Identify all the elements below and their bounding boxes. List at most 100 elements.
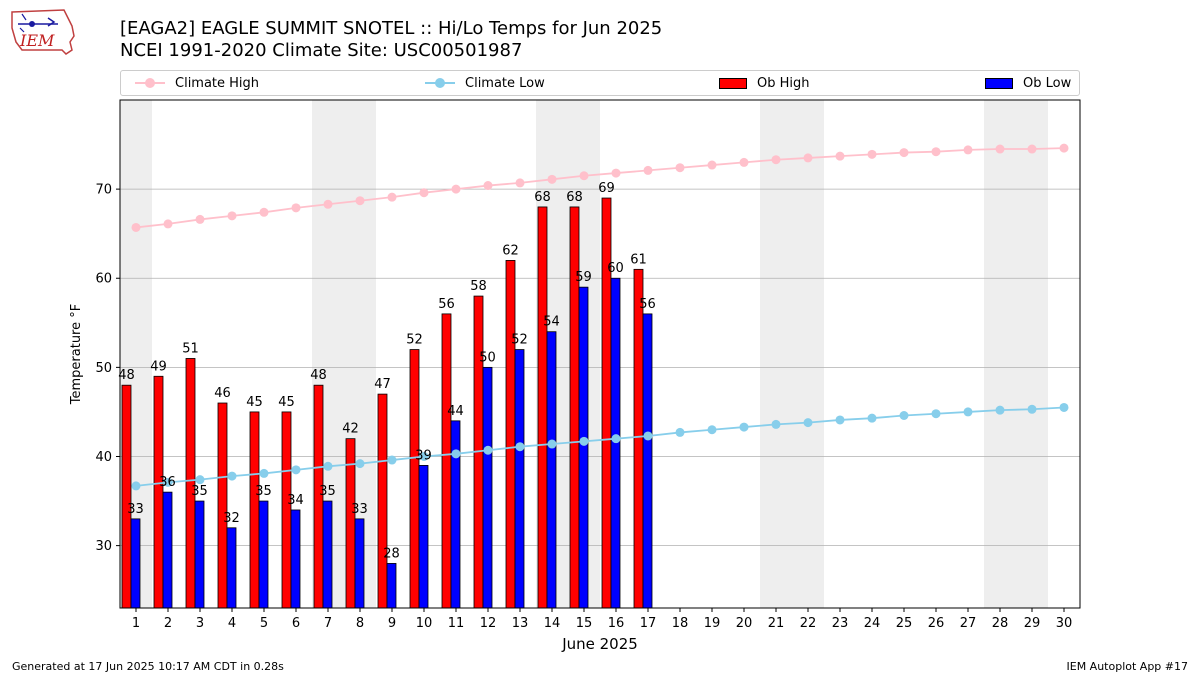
x-tick-label-10: 10	[416, 616, 433, 631]
legend-climate-low-label: Climate Low	[465, 75, 545, 91]
ob-high-label-day-8: 42	[342, 422, 359, 437]
climate-low-point-day-25	[899, 410, 909, 420]
climate-high-point-day-6	[291, 203, 301, 213]
ob-high-bar-day-9	[377, 393, 388, 609]
climate-low-point-day-22	[803, 418, 813, 428]
ob-high-bar-day-14	[537, 206, 548, 609]
x-tick-label-30: 30	[1056, 616, 1073, 631]
ob-high-label-day-9: 47	[374, 377, 391, 392]
climate-high-point-day-23	[835, 151, 845, 161]
legend-ob-low-label: Ob Low	[1023, 75, 1072, 91]
x-tick-label-1: 1	[132, 616, 140, 631]
ob-low-label-day-7: 35	[319, 484, 336, 499]
ob-low-bar-day-9	[386, 563, 397, 609]
ob-low-bar-day-10	[418, 465, 429, 609]
logo-text: IEM	[19, 31, 55, 50]
x-tick-label-19: 19	[704, 616, 721, 631]
ob-low-label-day-16: 60	[607, 261, 624, 276]
x-tick-label-13: 13	[512, 616, 529, 631]
ob-low-label-day-5: 35	[255, 484, 272, 499]
x-tick-label-11: 11	[448, 616, 465, 631]
x-tick-label-15: 15	[576, 616, 593, 631]
climate-high-point-day-25	[899, 148, 909, 158]
ob-low-label-day-2: 36	[159, 475, 176, 490]
climate-high-point-day-27	[963, 145, 973, 155]
climate-high-point-day-4	[227, 211, 237, 221]
ob-high-label-day-4: 46	[214, 386, 231, 401]
climate-high-point-day-16	[611, 168, 621, 178]
ob-high-bar-day-16	[601, 197, 612, 609]
x-tick-label-6: 6	[292, 616, 300, 631]
climate-high-point-day-11	[451, 184, 461, 194]
ob-low-label-day-3: 35	[191, 484, 208, 499]
climate-low-point-day-15	[579, 436, 589, 446]
climate-low-point-day-5	[259, 468, 269, 478]
grid-lines	[120, 188, 1080, 547]
climate-high-point-day-20	[739, 157, 749, 167]
climate-high-point-day-10	[419, 188, 429, 198]
x-tick-label-18: 18	[672, 616, 689, 631]
ob-low-label-day-12: 50	[479, 350, 496, 365]
climate-high-point-day-15	[579, 171, 589, 181]
ob-low-bar-day-12	[482, 366, 493, 609]
legend-ob-high-swatch	[719, 77, 747, 89]
x-tick-label-2: 2	[164, 616, 172, 631]
y-tick-label-70: 70	[95, 183, 112, 198]
x-tick-label-28: 28	[992, 616, 1009, 631]
climate-high-point-day-28	[995, 144, 1005, 154]
climate-high-point-day-1	[131, 222, 141, 232]
x-axis-ticks: 1 2 3 4 5 6 7 8 9 10 11 12 13 14 15 16 17 18 19 20 21 22 23 24 2…	[132, 608, 1072, 631]
ob-low-label-day-11: 44	[447, 404, 464, 419]
legend-climate-high: Climate High	[135, 71, 259, 95]
x-tick-label-21: 21	[768, 616, 785, 631]
x-tick-label-3: 3	[196, 616, 204, 631]
chart-title: [EAGA2] EAGLE SUMMIT SNOTEL :: Hi/Lo Tem…	[120, 18, 663, 39]
x-tick-label-8: 8	[356, 616, 364, 631]
ob-high-label-day-1: 48	[118, 368, 135, 383]
climate-low-point-day-4	[227, 471, 237, 481]
ob-low-label-day-9: 28	[383, 546, 400, 561]
climate-low-point-day-27	[963, 407, 973, 417]
ob-low-label-day-14: 54	[543, 315, 560, 330]
climate-low-point-day-9	[387, 455, 397, 465]
ob-low-bar-day-5	[258, 500, 269, 609]
ob-high-label-day-6: 45	[278, 395, 295, 410]
climate-high-point-day-9	[387, 192, 397, 202]
x-tick-label-29: 29	[1024, 616, 1041, 631]
y-tick-label-30: 30	[95, 539, 112, 554]
climate-low-point-day-17	[643, 431, 653, 441]
legend-climate-low-swatch	[425, 78, 455, 88]
ob-high-label-day-5: 45	[246, 395, 263, 410]
x-tick-label-20: 20	[736, 616, 753, 631]
climate-high-point-day-19	[707, 160, 717, 170]
climate-low-point-day-21	[771, 419, 781, 429]
climate-high-point-day-13	[515, 178, 525, 188]
ob-high-label-day-10: 52	[406, 333, 423, 348]
ob-high-bar-day-15	[569, 206, 580, 609]
ob-high-label-day-14: 68	[534, 190, 551, 205]
climate-high-point-day-17	[643, 165, 653, 175]
ob-low-bar-day-6	[290, 509, 301, 609]
x-tick-label-25: 25	[896, 616, 913, 631]
x-tick-label-9: 9	[388, 616, 396, 631]
climate-low-point-day-2	[163, 477, 173, 487]
climate-low-point-day-19	[707, 425, 717, 435]
climate-low-point-day-24	[867, 413, 877, 423]
ob-low-bar-day-13	[514, 349, 525, 609]
ob-low-label-day-8: 33	[351, 502, 368, 517]
climate-low-point-day-14	[547, 439, 557, 449]
ob-low-bar-day-17	[642, 313, 653, 609]
y-tick-label-60: 60	[95, 272, 112, 287]
climate-high-point-day-29	[1027, 144, 1037, 154]
ob-high-bar-day-2	[153, 375, 164, 609]
ob-low-bar-day-15	[578, 286, 589, 609]
ob-low-label-day-17: 56	[639, 297, 656, 312]
y-axis-ticks: 30 40 50 60 70	[95, 183, 120, 554]
ob-high-bar-day-5	[249, 411, 260, 609]
x-tick-label-12: 12	[480, 616, 497, 631]
climate-low-point-day-29	[1027, 404, 1037, 414]
climate-high-point-day-5	[259, 207, 269, 217]
climate-low-point-day-11	[451, 449, 461, 459]
footer-app: IEM Autoplot App #17	[1066, 660, 1189, 673]
